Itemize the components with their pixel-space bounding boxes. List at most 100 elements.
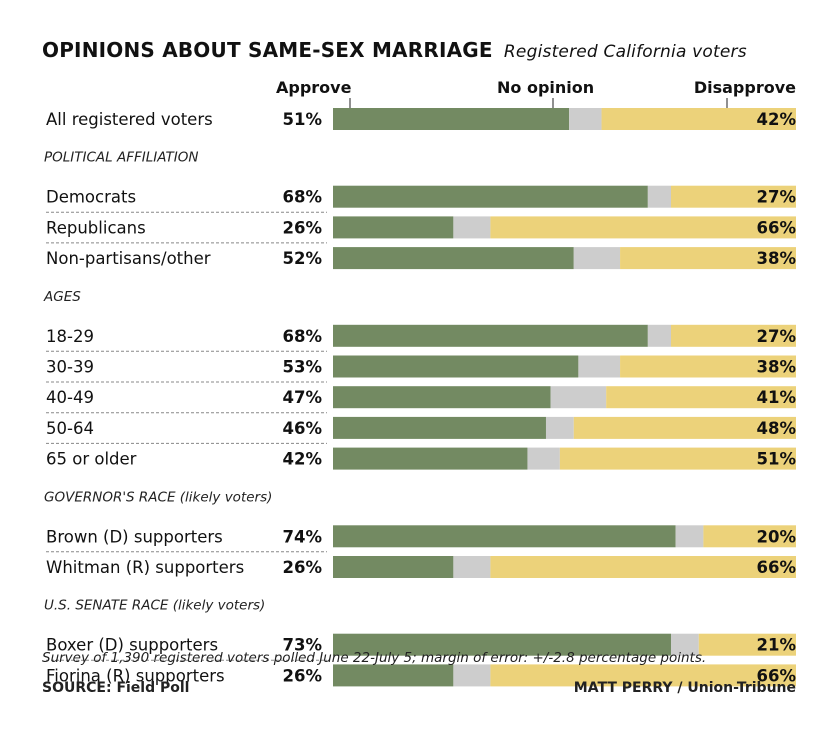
approve-value: 26% [283,218,323,237]
bar-disapprove [573,416,796,439]
chart-row: 18-29 68% 27% [46,324,797,352]
bar-approve [333,185,648,208]
row-label: 65 or older [46,450,137,469]
bar-approve [333,633,671,656]
bar-approve [333,108,570,130]
bar-disapprove [490,216,796,239]
chart-row: Republicans 26% 66% [46,216,797,244]
disapprove-value: 48% [757,419,797,438]
row-label: 30-39 [46,358,94,377]
row-label: 18-29 [46,327,94,346]
bar-disapprove [620,247,796,270]
approve-value: 26% [283,558,323,577]
disapprove-value: 51% [757,450,797,469]
survey-note: Survey of 1,390 registered voters polled… [42,650,707,666]
group-heading: AGES [43,289,81,305]
approve-value: 46% [283,419,323,438]
row-label: Democrats [46,188,136,207]
disapprove-value: 21% [757,636,797,655]
disapprove-value: 38% [757,249,797,268]
chart-row: 40-49 47% 41% [46,386,797,414]
bar-no-opinion [550,386,607,409]
bar-no-opinion [647,324,671,347]
disapprove-value: 66% [757,218,797,237]
row-label: Boxer (D) supporters [46,636,218,655]
row-label: All registered voters [46,110,213,129]
bar-disapprove [559,447,796,470]
header-no-opinion: No opinion [497,78,595,97]
chart-title-main: OPINIONS ABOUT SAME-SEX MARRIAGE [42,38,493,62]
row-label: Brown (D) supporters [46,527,223,546]
credit-line: MATT PERRY / Union-Tribune [573,680,796,696]
bar-disapprove [601,108,796,130]
bar-no-opinion [545,416,574,439]
bar-approve [333,556,454,578]
bar-no-opinion [527,447,560,470]
approve-value: 68% [283,327,323,346]
disapprove-value: 42% [757,110,797,129]
bar-no-opinion [453,664,491,687]
header-disapprove: Disapprove [693,78,796,97]
bar-disapprove [490,556,796,578]
bar-no-opinion [647,185,671,208]
disapprove-value: 27% [757,327,797,346]
disapprove-value: 66% [757,666,797,685]
approve-value: 26% [283,666,323,685]
approve-value: 51% [283,110,323,129]
chart-row: All registered voters 51% 42% [46,108,796,130]
header-approve: Approve [276,78,352,97]
row-label: 50-64 [46,419,94,438]
source-line: SOURCE: Field Poll [42,680,190,696]
chart-subtitle: Registered California voters [503,42,747,62]
bar-no-opinion [670,633,699,656]
bar-no-opinion [453,556,491,578]
bar-no-opinion [675,525,704,548]
bar-disapprove [490,664,796,687]
chart-row: 50-64 46% 48% [46,416,797,444]
disapprove-value: 41% [757,388,797,407]
bar-approve [333,247,574,270]
approve-value: 74% [283,527,323,546]
bar-approve [333,386,551,409]
approve-value: 73% [283,636,323,655]
chart-row: Brown (D) supporters 74% 20% [46,525,797,553]
chart-row: Whitman (R) supporters 26% 66% [46,556,796,578]
bar-approve [333,664,454,687]
approve-value: 47% [283,388,323,407]
bar-disapprove [670,185,796,208]
bar-no-opinion [569,108,602,130]
approve-value: 42% [283,450,323,469]
bar-approve [333,525,676,548]
disapprove-value: 66% [757,558,797,577]
group-heading: GOVERNOR'S RACE (likely voters) [44,489,272,505]
chart-row: 30-39 53% 38% [46,355,797,383]
bar-disapprove [703,525,796,548]
group-heading: POLITICAL AFFILIATION [44,150,198,166]
row-label: Fiorina (R) supporters [46,666,225,685]
chart-row: Non-partisans/other 52% 38% [46,247,797,270]
bar-approve [333,355,579,378]
chart-title: OPINIONS ABOUT SAME-SEX MARRIAGE Registe… [42,38,747,62]
chart-row: 65 or older 42% 51% [46,447,797,470]
chart-row: Boxer (D) supporters 73% 21% [46,633,797,661]
row-label: Republicans [46,218,146,237]
disapprove-value: 38% [757,358,797,377]
bar-approve [333,324,648,347]
bar-disapprove [620,355,796,378]
bar-approve [333,216,454,239]
bar-approve [333,447,528,470]
bar-approve [333,416,546,439]
bar-no-opinion [453,216,491,239]
row-label: Non-partisans/other [46,249,211,268]
chart-row: Democrats 68% 27% [46,185,797,213]
row-label: Whitman (R) supporters [46,558,244,577]
bar-disapprove [698,633,796,656]
disapprove-value: 27% [757,188,797,207]
approve-value: 53% [283,358,323,377]
bar-no-opinion [573,247,621,270]
bar-no-opinion [578,355,621,378]
disapprove-value: 20% [757,527,797,546]
approve-value: 52% [283,249,323,268]
chart-row: Fiorina (R) supporters 26% 66% [46,664,797,687]
